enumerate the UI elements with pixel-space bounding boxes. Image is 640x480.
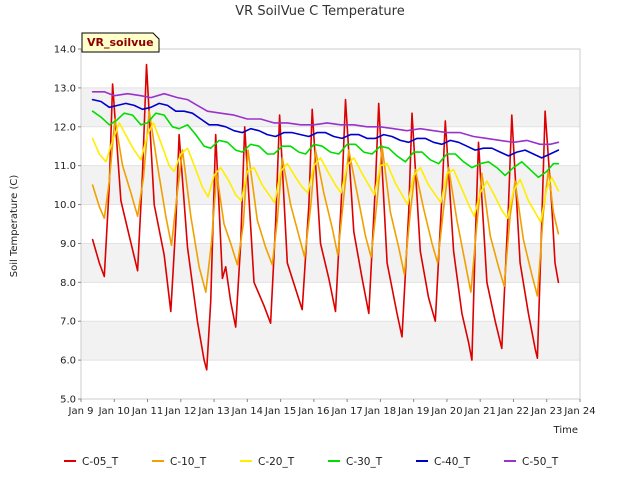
x-axis: Jan 9 Jan 10 Jan 11 Jan 12 Jan 13 Jan 14 Jan 1… (68, 399, 596, 417)
x-tick-label: Jan 16 (297, 406, 329, 417)
legend: C-05_T C-10_T C-20_T C-30_T C-40_T C-50_T (64, 456, 559, 468)
series-line-c-30-t (91, 110, 560, 179)
series-line-c-50-t (91, 91, 560, 146)
plot-frame (80, 48, 581, 400)
y-tick-label: 11.0 (54, 161, 76, 172)
series-line-c-05-t (91, 63, 560, 371)
legend-label: C-30_T (346, 456, 383, 468)
x-tick-label: Jan 17 (330, 406, 362, 417)
grid-band (81, 49, 580, 88)
grid-band (81, 126, 580, 166)
x-tick-label: Jan 11 (131, 406, 163, 417)
series-line-c-20-t (91, 122, 560, 223)
chart-title: VR SoilVue C Temperature (235, 4, 404, 19)
y-tick-label: 6.0 (60, 356, 76, 367)
x-tick-label: Jan 20 (430, 406, 462, 417)
site-badge: VR_soilvue (81, 32, 160, 53)
x-tick-label: Jan 18 (364, 406, 396, 417)
series-line-c-40-t (91, 98, 560, 159)
y-tick-label: 12.0 (54, 122, 76, 133)
y-tick-label: 9.0 (60, 239, 76, 250)
legend-label: C-10_T (170, 456, 207, 468)
x-tick-label: Jan 15 (264, 406, 296, 417)
x-tick-label: Jan 14 (231, 406, 263, 417)
badge-box (81, 32, 160, 53)
x-tick-label: Jan 9 (68, 406, 94, 417)
x-tick-label: Jan 13 (197, 406, 229, 417)
x-tick-label: Jan 24 (563, 406, 595, 417)
series-line-c-10-t (91, 110, 560, 297)
y-axis-label: Soil Temperature (C) (9, 175, 20, 278)
y-tick-label: 14.0 (54, 45, 76, 56)
legend-label: C-40_T (434, 456, 471, 468)
legend-label: C-50_T (522, 456, 559, 468)
series-lines (91, 63, 560, 371)
y-tick-label: 8.0 (60, 278, 76, 289)
x-tick-label: Jan 10 (98, 406, 130, 417)
y-tick-label: 7.0 (60, 317, 76, 328)
legend-label: C-20_T (258, 456, 295, 468)
badge-label: VR_soilvue (87, 36, 154, 49)
x-tick-label: Jan 22 (497, 406, 529, 417)
grid-band (81, 360, 580, 399)
grid-band (81, 321, 580, 361)
x-tick-label: Jan 23 (530, 406, 562, 417)
grid-band (81, 165, 580, 205)
grid-band (81, 87, 580, 127)
y-tick-label: 13.0 (54, 83, 76, 94)
x-tick-label: Jan 19 (397, 406, 429, 417)
legend-label: C-05_T (82, 456, 119, 468)
x-tick-label: Jan 12 (164, 406, 196, 417)
x-tick-label: Jan 21 (464, 406, 496, 417)
y-tick-label: 5.0 (60, 395, 76, 406)
y-axis: 5.0 6.0 7.0 8.0 9.0 10.0 11.0 12.0 13.0 14.0 (54, 45, 81, 406)
y-tick-label: 10.0 (54, 200, 76, 211)
x-axis-label: Time (553, 425, 578, 436)
